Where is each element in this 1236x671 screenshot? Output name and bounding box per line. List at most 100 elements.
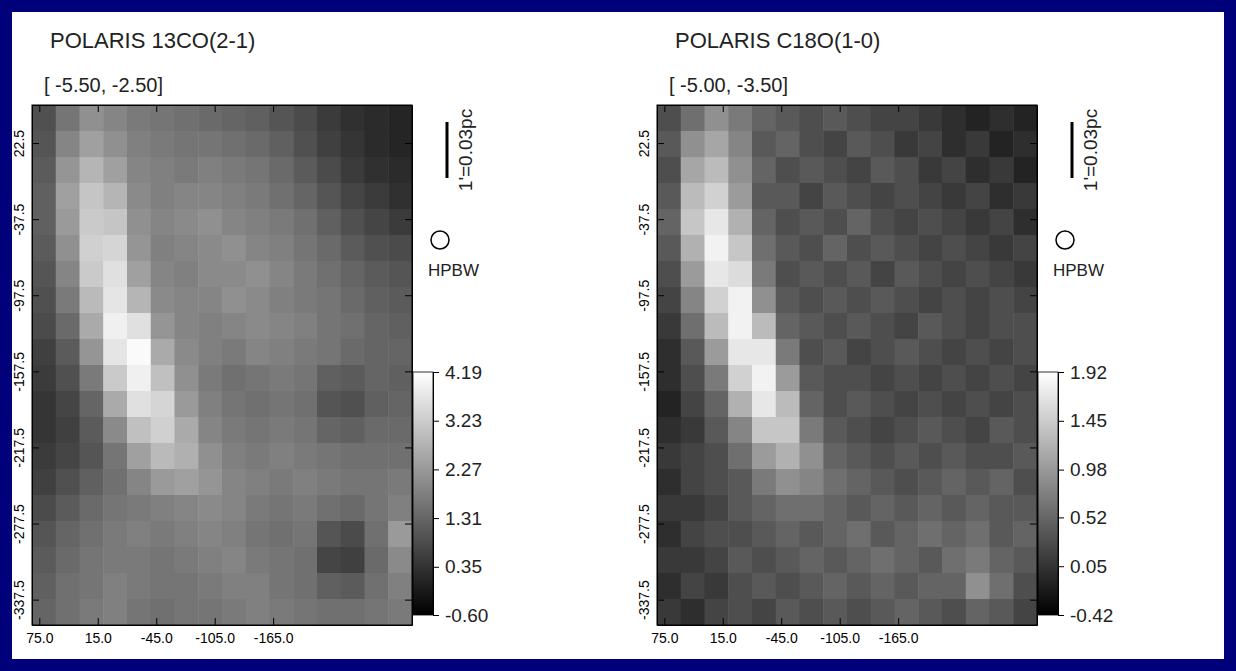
cell — [752, 573, 776, 600]
cell — [990, 365, 1014, 392]
cell — [341, 469, 365, 496]
cell — [657, 157, 681, 184]
cell — [175, 235, 199, 262]
cell — [151, 235, 175, 262]
cell — [966, 417, 990, 444]
tick-mark — [32, 447, 39, 448]
cell — [365, 131, 389, 158]
tick — [405, 295, 412, 296]
tick-mark — [657, 524, 664, 525]
cell — [388, 157, 412, 184]
tick-mark — [98, 105, 99, 112]
tick: -37.5 — [11, 203, 39, 235]
cell — [388, 495, 412, 522]
cell — [966, 599, 990, 625]
cell — [918, 365, 942, 392]
cell — [895, 391, 919, 418]
tick: 15.0 — [85, 618, 112, 646]
cell — [942, 521, 966, 548]
cell — [918, 443, 942, 470]
beam — [431, 231, 449, 249]
tick: -97.5 — [636, 280, 664, 312]
cell — [990, 495, 1014, 522]
cell — [871, 261, 895, 288]
cell — [752, 131, 776, 158]
cell — [847, 547, 871, 574]
cell — [151, 469, 175, 496]
x-axis-line — [658, 625, 1038, 626]
cell — [103, 573, 127, 600]
cell — [847, 105, 871, 132]
cell — [175, 391, 199, 418]
cell — [365, 183, 389, 210]
cell — [776, 547, 800, 574]
cell — [776, 235, 800, 262]
cell — [918, 391, 942, 418]
cell — [1013, 365, 1037, 392]
tick — [898, 105, 899, 112]
cell — [151, 157, 175, 184]
cell — [871, 573, 895, 600]
cell — [990, 443, 1014, 470]
cell — [388, 105, 412, 132]
cell — [175, 157, 199, 184]
cell — [966, 469, 990, 496]
cell — [728, 209, 752, 236]
tick-label: -217.5 — [11, 428, 27, 468]
cell — [966, 209, 990, 236]
scale-bar — [1071, 122, 1074, 178]
cell — [1013, 443, 1037, 470]
cell — [966, 547, 990, 574]
cell — [990, 521, 1014, 548]
tick — [781, 105, 782, 112]
cell — [823, 573, 847, 600]
tick-label: 2.27 — [445, 459, 482, 480]
tick-mark — [1030, 295, 1037, 296]
cell — [127, 261, 151, 288]
tick-label: -97.5 — [636, 280, 652, 312]
cell — [1013, 105, 1037, 132]
cell — [942, 365, 966, 392]
cell — [728, 521, 752, 548]
tick-mark — [156, 105, 157, 112]
cell — [895, 547, 919, 574]
cell — [847, 443, 871, 470]
cell — [847, 469, 871, 496]
tick-mark — [898, 618, 899, 625]
cell — [728, 469, 752, 496]
cell — [293, 131, 317, 158]
cell — [198, 391, 222, 418]
cell — [966, 339, 990, 366]
cell — [728, 365, 752, 392]
cell — [895, 521, 919, 548]
cell — [127, 417, 151, 444]
cell — [127, 365, 151, 392]
tick-mark — [657, 143, 664, 144]
cell — [705, 339, 729, 366]
cell — [56, 365, 80, 392]
cell — [341, 547, 365, 574]
cell — [847, 573, 871, 600]
cell — [80, 313, 104, 340]
cell — [222, 521, 246, 548]
tick: -217.5 — [636, 428, 664, 468]
cell — [728, 547, 752, 574]
cell — [990, 131, 1014, 158]
cell — [222, 443, 246, 470]
cell — [341, 287, 365, 314]
figure: POLARIS 13CO(2-1)[ -5.50, -2.50]75.015.0… — [0, 0, 1236, 671]
cell — [871, 547, 895, 574]
tick: 1.92 — [1058, 362, 1107, 383]
tick — [405, 143, 412, 144]
tick-label: 1.92 — [1070, 362, 1107, 383]
cell — [800, 391, 824, 418]
cell — [388, 131, 412, 158]
cell — [871, 365, 895, 392]
tick-mark — [156, 618, 157, 625]
cell — [847, 391, 871, 418]
cell — [175, 521, 199, 548]
cell — [776, 157, 800, 184]
cell — [728, 313, 752, 340]
y-axis-line — [657, 106, 658, 626]
cell — [776, 365, 800, 392]
